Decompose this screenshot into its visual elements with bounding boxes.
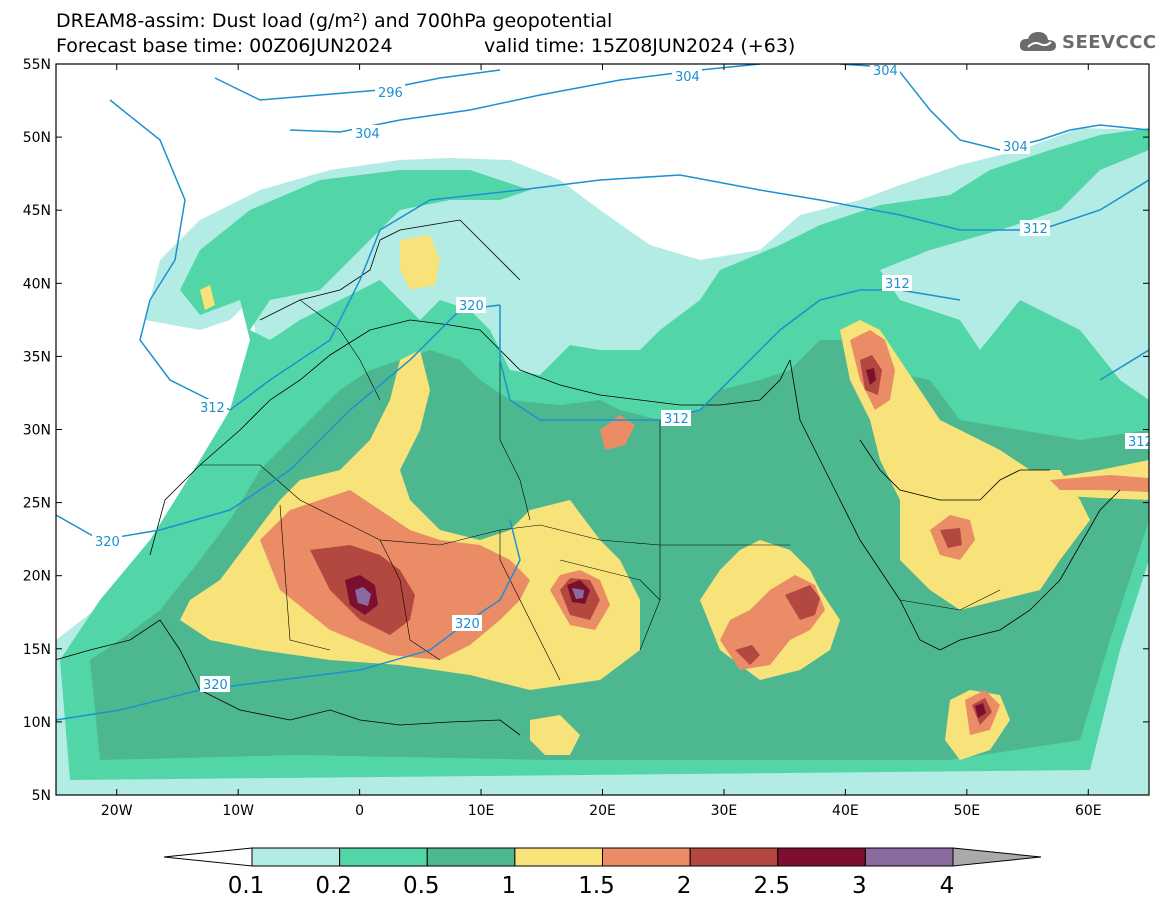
svg-text:320: 320 bbox=[203, 678, 228, 693]
svg-text:312: 312 bbox=[1023, 222, 1048, 237]
lat-label: 15N bbox=[23, 642, 51, 658]
lon-label: 0 bbox=[355, 803, 364, 819]
svg-text:304: 304 bbox=[1003, 140, 1028, 155]
lat-label: 35N bbox=[23, 349, 51, 365]
lon-label: 20E bbox=[589, 803, 616, 819]
dust-contour-1.5-f bbox=[1050, 475, 1149, 492]
country-borders bbox=[200, 299, 1001, 681]
dust-contour-2-c bbox=[785, 585, 820, 620]
lat-label: 55N bbox=[23, 57, 51, 73]
svg-text:304: 304 bbox=[675, 70, 700, 85]
dust-contour-1.5-g bbox=[600, 415, 635, 450]
svg-text:296: 296 bbox=[378, 86, 403, 101]
svg-text:304: 304 bbox=[873, 64, 898, 79]
colorbar-label: 0.2 bbox=[315, 873, 352, 899]
colorbar-box bbox=[864, 847, 954, 867]
colorbar-box bbox=[251, 847, 341, 867]
axis-ticks bbox=[56, 63, 1149, 796]
colorbar-label: 4 bbox=[940, 873, 955, 899]
colorbar-label: 1 bbox=[502, 873, 517, 899]
map-title: DREAM8-assim: Dust load (g/m²) and 700hP… bbox=[56, 10, 613, 32]
dust-contour-3 bbox=[355, 587, 371, 606]
colorbar-over-triangle bbox=[952, 847, 1042, 867]
lon-label: 30E bbox=[711, 803, 738, 819]
svg-text:312: 312 bbox=[1128, 435, 1153, 450]
colorbar-label: 0.1 bbox=[228, 873, 265, 899]
dust-contour-1-h bbox=[200, 285, 215, 310]
svg-text:304: 304 bbox=[355, 127, 380, 142]
svg-text:320: 320 bbox=[95, 535, 120, 550]
cloud-logo-icon bbox=[1019, 32, 1056, 51]
lon-label: 60E bbox=[1075, 803, 1102, 819]
svg-text:312: 312 bbox=[664, 412, 689, 427]
logo-text: SEEVCCC bbox=[1062, 31, 1157, 53]
colorbar-label: 0.5 bbox=[403, 873, 440, 899]
latitude-labels: 55N 50N 45N 40N 35N 30N 25N 20N 15N 10N 5N bbox=[23, 57, 51, 804]
forecast-base-time: Forecast base time: 00Z06JUN2024 bbox=[56, 35, 393, 57]
dust-contour-1-e bbox=[400, 235, 440, 290]
lat-label: 50N bbox=[23, 130, 51, 146]
lat-label: 45N bbox=[23, 203, 51, 219]
coastlines bbox=[56, 219, 1121, 736]
svg-text:320: 320 bbox=[459, 299, 484, 314]
colorbar-box bbox=[602, 847, 691, 867]
colorbar-under-triangle bbox=[163, 847, 253, 867]
lon-label: 50E bbox=[953, 803, 980, 819]
svg-text:312: 312 bbox=[885, 277, 910, 292]
colorbar-box bbox=[689, 847, 779, 867]
dust-contour-2.5-c bbox=[975, 703, 986, 718]
colorbar-label: 3 bbox=[852, 873, 867, 899]
svg-text:312: 312 bbox=[200, 401, 225, 416]
colorbar-label: 2 bbox=[677, 873, 692, 899]
dust-field: 296 304 304 304 304 312 312 312 312 312 … bbox=[56, 64, 1153, 795]
contour-labels: 296 304 304 304 304 312 312 312 312 312 … bbox=[92, 64, 1153, 693]
colorbar: 0.1 0.2 0.5 1 1.5 2 2.5 3 4 bbox=[163, 847, 1042, 899]
lat-label: 10N bbox=[23, 715, 51, 731]
colorbar-box bbox=[426, 847, 516, 867]
dust-contour-1 bbox=[180, 350, 640, 690]
dust-contour-3-b bbox=[572, 588, 584, 599]
colorbar-label: 1.5 bbox=[578, 873, 615, 899]
dust-contour-1-g bbox=[530, 715, 580, 755]
lon-label: 20W bbox=[101, 803, 133, 819]
colorbar-box bbox=[339, 847, 428, 867]
lon-label: 40E bbox=[832, 803, 859, 819]
lon-label: 10E bbox=[468, 803, 495, 819]
dust-contour-2-e bbox=[940, 528, 962, 548]
longitude-labels: 20W 10W 0 10E 20E 30E 40E 50E 60E bbox=[101, 803, 1102, 819]
lat-label: 25N bbox=[23, 496, 51, 512]
colorbar-label: 2.5 bbox=[753, 873, 790, 899]
lat-label: 20N bbox=[23, 569, 51, 585]
lat-label: 40N bbox=[23, 276, 51, 292]
dust-contour-2-g bbox=[735, 645, 760, 665]
colorbar-box bbox=[514, 847, 603, 867]
svg-text:320: 320 bbox=[455, 617, 480, 632]
seevccc-logo: SEEVCCC bbox=[1018, 25, 1157, 59]
valid-time: valid time: 15Z08JUN2024 (+63) bbox=[484, 35, 796, 57]
colorbar-box bbox=[777, 847, 866, 867]
lon-label: 10W bbox=[222, 803, 254, 819]
dust-contour-2.5-d bbox=[866, 368, 876, 385]
lat-label: 5N bbox=[32, 788, 51, 804]
dust-contour-1-c bbox=[840, 320, 1090, 610]
lat-label: 30N bbox=[23, 423, 51, 439]
